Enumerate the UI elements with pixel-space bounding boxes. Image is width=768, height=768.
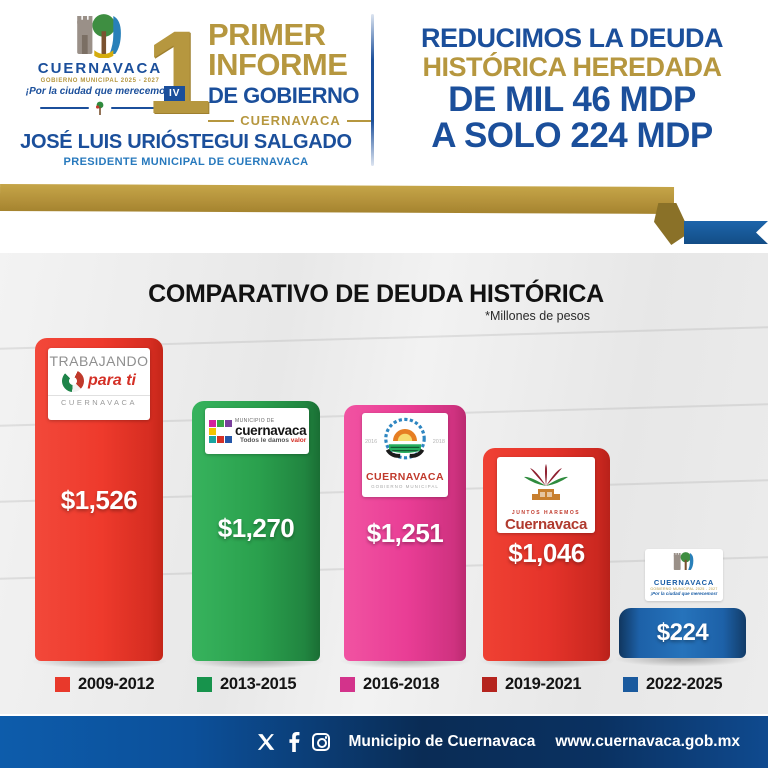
bar4-logo-line1: JUNTOS HAREMOS [511, 510, 581, 516]
legend-label: 2022-2025 [646, 675, 723, 693]
bar1-logo-line3: CUERNAVACA [48, 395, 150, 407]
logo-subtitle: GOBIERNO MUNICIPAL 2025 - 2027 [40, 78, 160, 84]
report-title-line4: CUERNAVACA [208, 113, 373, 128]
header: CUERNAVACA GOBIERNO MUNICIPAL 2025 - 202… [0, 0, 768, 183]
report-title-line2: INFORME [208, 47, 348, 82]
bar3-logo-line1: CUERNAVACA [365, 471, 445, 483]
bar-2022-2025: $224 [619, 608, 746, 658]
header-vertical-divider [371, 14, 374, 166]
legend-swatch [623, 677, 638, 692]
x-icon[interactable] [256, 732, 276, 752]
cuernavaca-emblem-small-icon [673, 552, 694, 570]
mayor-title: PRESIDENTE MUNICIPAL DE CUERNAVACA [63, 156, 309, 168]
blue-ribbon-tail [684, 221, 768, 244]
sun-hands-logo-icon [384, 417, 426, 460]
legend-label: 2019-2021 [505, 675, 582, 693]
headline: REDUCIMOS LA DEUDA HISTÓRICA HEREDADA DE… [384, 24, 760, 154]
tree-icon [96, 101, 104, 115]
bar3-value: $1,251 [366, 518, 444, 548]
legend-label: 2013-2015 [220, 675, 297, 693]
bar4-value: $1,046 [508, 538, 585, 568]
report-title-line1: PRIMER [208, 17, 326, 52]
swirl-icon [58, 366, 88, 396]
legend-item-2013-2015: 2013-2015 [197, 675, 297, 694]
chart-subtitle: *Millones de pesos [485, 309, 590, 323]
logo-divider [40, 100, 160, 116]
logo-slogan: ¡Por la ciudad que merecemos! [25, 86, 175, 97]
bar5-logo: CUERNAVACA GOBIERNO MUNICIPAL 2025 - 202… [645, 549, 723, 601]
color-squares-icon [209, 419, 232, 443]
bar2-logo: MUNICIPIO DE cuernavaca Todos le damos v… [205, 408, 309, 454]
legend-item-2016-2018: 2016-2018 [340, 675, 440, 694]
facebook-icon[interactable] [288, 732, 300, 752]
bar4-logo-line2: Cuernavaca [504, 516, 588, 533]
headline-line4: A SOLO 224 MDP [431, 116, 713, 155]
cuernavaca-emblem-icon [77, 14, 121, 58]
bar2-value: $1,270 [217, 513, 295, 543]
footer-url[interactable]: www.cuernavaca.gob.mx [555, 733, 740, 750]
headline-line2: HISTÓRICA HEREDADA [422, 52, 722, 82]
mayor-name: JOSÉ LUIS URIÓSTEGUI SALGADO [20, 131, 352, 153]
legend-label: 2009-2012 [78, 675, 155, 693]
gold-ribbon [0, 184, 675, 214]
bar-2019-2021: JUNTOS HAREMOS Cuernavaca $1,046 [483, 448, 610, 661]
headline-line1: REDUCIMOS LA DEUDA [420, 23, 724, 53]
bar-2013-2015: MUNICIPIO DE cuernavaca Todos le damos v… [192, 401, 320, 661]
bar3-logo-line2: GOBIERNO MUNICIPAL [371, 484, 439, 489]
bar5-logo-line3: ¡Por la ciudad que merecemos! [650, 591, 718, 596]
numeral-one: 1 [146, 7, 212, 139]
bar2-logo-line1: MUNICIPIO DE [235, 418, 275, 424]
bar5-logo-line2: GOBIERNO MUNICIPAL 2025 - 2027 [650, 587, 718, 591]
bar1-logo-line2: para ti [87, 372, 136, 389]
bar3-logo: 2016 2018 CUERNAVACA GOBIERNO MUNICIPAL [362, 413, 448, 497]
bar1-value: $1,526 [60, 485, 138, 515]
agave-icon [524, 464, 568, 500]
roman-iv-badge: IV [164, 86, 186, 101]
bar5-logo-line1: CUERNAVACA [653, 578, 715, 587]
report-title: PRIMER INFORME DE GOBIERNO CUERNAVACA [208, 17, 373, 128]
chart-title: COMPARATIVO DE DEUDA HISTÓRICA [148, 280, 604, 308]
logo-name: CUERNAVACA [37, 60, 163, 77]
footer-org: Municipio de Cuernavaca [348, 733, 536, 750]
legend-swatch [197, 677, 212, 692]
legend-label: 2016-2018 [363, 675, 440, 693]
bar2-logo-tagline: Todos le damos valor [239, 437, 307, 444]
bar3-logo-years: 2016 2018 [365, 439, 445, 445]
legend-item-2022-2025: 2022-2025 [623, 675, 723, 694]
legend-swatch [482, 677, 497, 692]
bar-2016-2018: 2016 2018 CUERNAVACA GOBIERNO MUNICIPAL $… [344, 405, 466, 661]
bar-2009-2012: TRABAJANDO para ti CUERNAVACA $1,526 [35, 338, 163, 661]
report-title-line3: DE GOBIERNO [208, 83, 359, 108]
bar2-logo-line2: cuernavaca [235, 423, 307, 438]
legend-item-2009-2012: 2009-2012 [55, 675, 155, 694]
bar4-logo: JUNTOS HAREMOS Cuernavaca [497, 457, 595, 533]
legend-item-2019-2021: 2019-2021 [482, 675, 582, 694]
bar1-logo-line1: TRABAJANDO [49, 353, 149, 369]
bar1-logo: TRABAJANDO para ti CUERNAVACA [48, 348, 150, 420]
instagram-icon[interactable] [312, 733, 331, 751]
footer: Municipio de Cuernavaca www.cuernavaca.g… [0, 716, 768, 768]
chart-panel: COMPARATIVO DE DEUDA HISTÓRICA *Millones… [0, 253, 768, 714]
headline-line3: DE MIL 46 MDP [448, 80, 696, 119]
legend-swatch [55, 677, 70, 692]
bar5-value: $224 [656, 619, 709, 646]
legend-swatch [340, 677, 355, 692]
